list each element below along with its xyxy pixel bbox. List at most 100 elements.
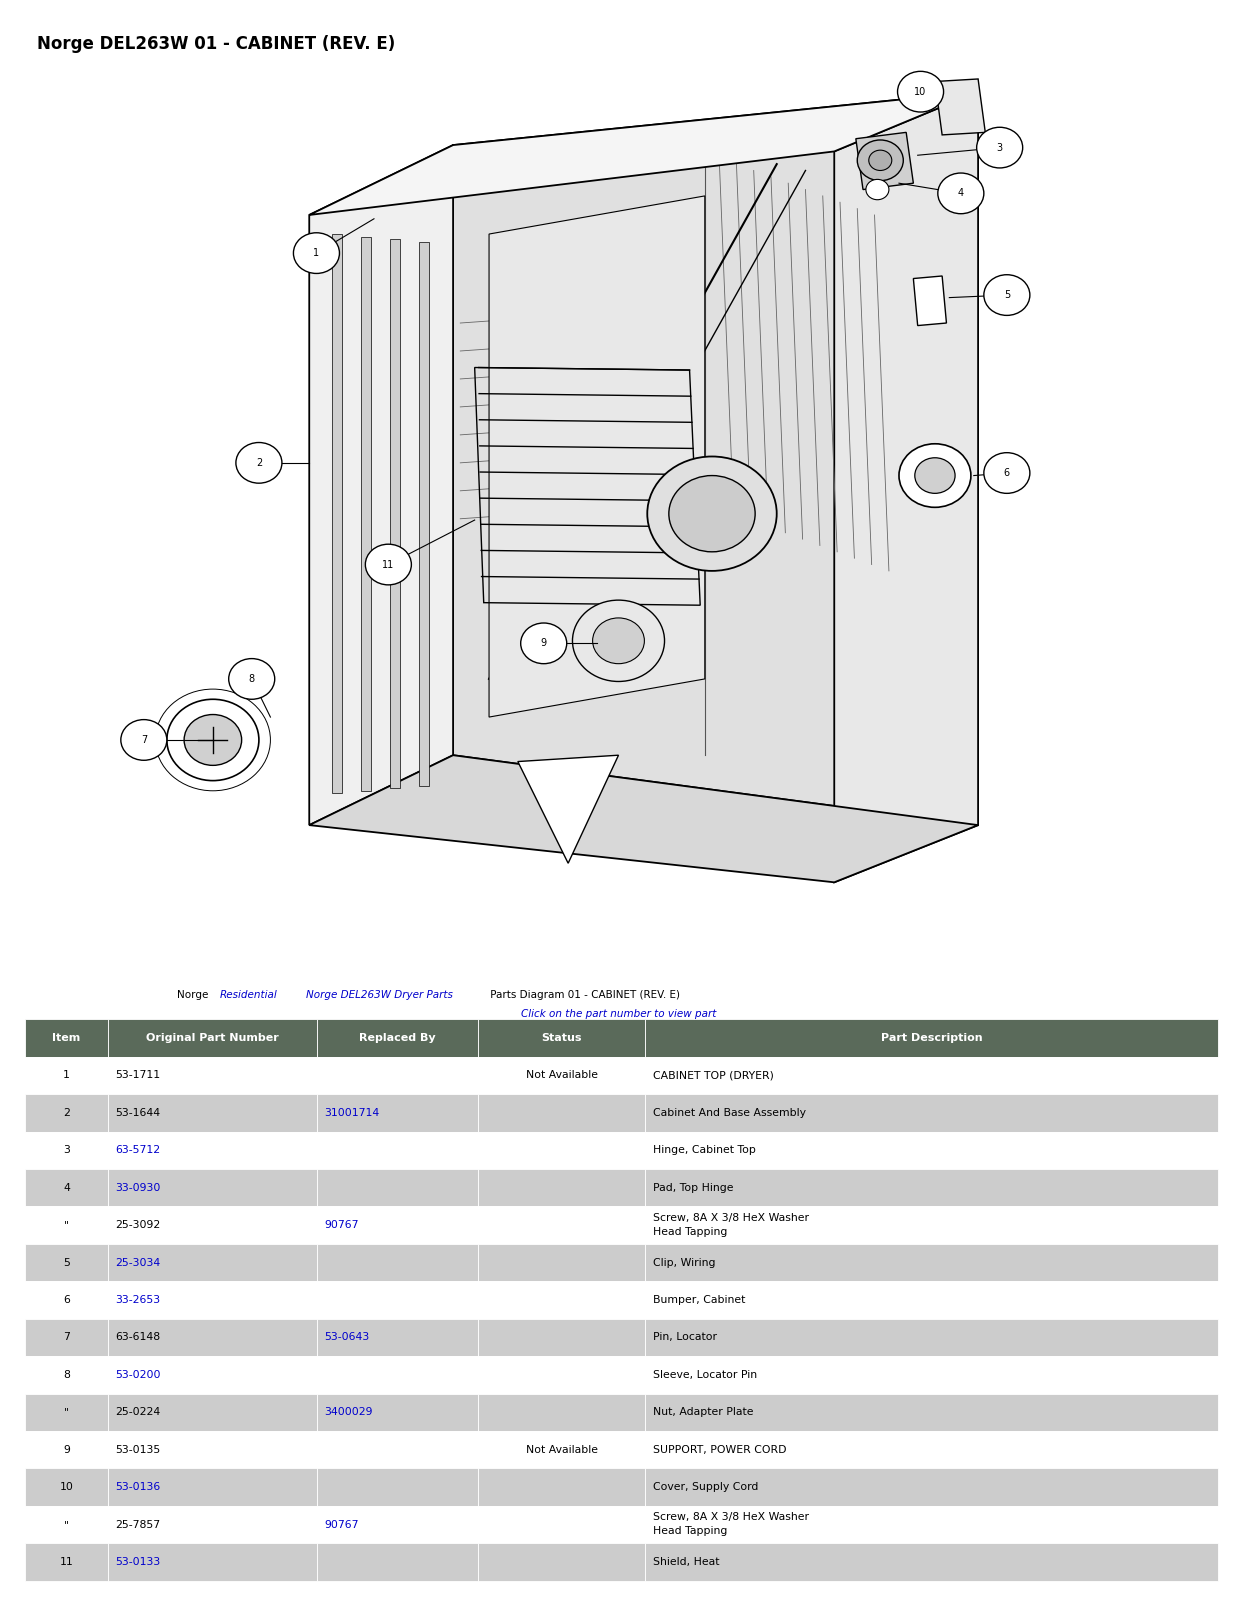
Text: Clip, Wiring: Clip, Wiring: [653, 1258, 715, 1267]
FancyBboxPatch shape: [317, 1019, 479, 1056]
Text: 6: 6: [1003, 469, 1009, 478]
Text: 53-0135: 53-0135: [115, 1445, 161, 1454]
Circle shape: [229, 659, 275, 699]
FancyBboxPatch shape: [317, 1544, 479, 1581]
FancyBboxPatch shape: [317, 1056, 479, 1094]
Circle shape: [593, 618, 644, 664]
Text: 3400029: 3400029: [324, 1408, 372, 1418]
Text: ": ": [64, 1221, 69, 1230]
Polygon shape: [489, 195, 705, 717]
Circle shape: [293, 232, 339, 274]
Circle shape: [236, 443, 282, 483]
Text: Screw, 8A X 3/8 HeX Washer: Screw, 8A X 3/8 HeX Washer: [653, 1512, 809, 1522]
FancyBboxPatch shape: [317, 1469, 479, 1506]
Circle shape: [866, 179, 889, 200]
FancyBboxPatch shape: [646, 1469, 1218, 1506]
FancyBboxPatch shape: [479, 1394, 646, 1430]
FancyBboxPatch shape: [25, 1318, 109, 1357]
FancyBboxPatch shape: [479, 1056, 646, 1094]
FancyBboxPatch shape: [479, 1357, 646, 1394]
FancyBboxPatch shape: [109, 1094, 317, 1131]
FancyBboxPatch shape: [25, 1357, 109, 1394]
FancyBboxPatch shape: [646, 1282, 1218, 1318]
Text: 33-2653: 33-2653: [115, 1294, 161, 1306]
Polygon shape: [309, 146, 453, 826]
FancyBboxPatch shape: [109, 1394, 317, 1430]
Text: 3: 3: [63, 1146, 71, 1155]
FancyBboxPatch shape: [646, 1019, 1218, 1056]
Text: 7: 7: [63, 1333, 71, 1342]
Text: Screw, 8A X 3/8 HeX Washer: Screw, 8A X 3/8 HeX Washer: [653, 1213, 809, 1222]
Text: 5: 5: [1003, 290, 1009, 301]
FancyBboxPatch shape: [25, 1243, 109, 1282]
FancyBboxPatch shape: [25, 1282, 109, 1318]
FancyBboxPatch shape: [109, 1430, 317, 1469]
FancyBboxPatch shape: [646, 1430, 1218, 1469]
Text: CABINET TOP (DRYER): CABINET TOP (DRYER): [653, 1070, 773, 1080]
Polygon shape: [361, 237, 371, 790]
FancyBboxPatch shape: [317, 1206, 479, 1243]
FancyBboxPatch shape: [25, 1469, 109, 1506]
FancyBboxPatch shape: [479, 1170, 646, 1206]
FancyBboxPatch shape: [109, 1056, 317, 1094]
Text: Shield, Heat: Shield, Heat: [653, 1557, 719, 1566]
Polygon shape: [333, 234, 343, 794]
FancyBboxPatch shape: [479, 1094, 646, 1131]
Polygon shape: [856, 133, 913, 189]
FancyBboxPatch shape: [646, 1206, 1218, 1243]
FancyBboxPatch shape: [317, 1357, 479, 1394]
FancyBboxPatch shape: [479, 1131, 646, 1170]
FancyBboxPatch shape: [25, 1506, 109, 1544]
Text: 25-3092: 25-3092: [115, 1221, 161, 1230]
Text: Sleeve, Locator Pin: Sleeve, Locator Pin: [653, 1370, 757, 1379]
Text: 25-7857: 25-7857: [115, 1520, 161, 1530]
FancyBboxPatch shape: [109, 1131, 317, 1170]
FancyBboxPatch shape: [646, 1506, 1218, 1544]
Circle shape: [521, 622, 567, 664]
Text: 10: 10: [59, 1482, 73, 1493]
FancyBboxPatch shape: [317, 1282, 479, 1318]
Text: the laundry company: the laundry company: [458, 790, 875, 827]
Text: Head Tapping: Head Tapping: [653, 1227, 727, 1237]
FancyBboxPatch shape: [25, 1170, 109, 1206]
FancyBboxPatch shape: [646, 1131, 1218, 1170]
FancyBboxPatch shape: [317, 1131, 479, 1170]
FancyBboxPatch shape: [479, 1506, 646, 1544]
Text: Head Tapping: Head Tapping: [653, 1526, 727, 1536]
FancyBboxPatch shape: [646, 1094, 1218, 1131]
Text: 31001714: 31001714: [324, 1107, 380, 1118]
Text: 33-0930: 33-0930: [115, 1182, 161, 1192]
Text: 11: 11: [382, 560, 395, 570]
Polygon shape: [418, 242, 429, 786]
FancyBboxPatch shape: [317, 1506, 479, 1544]
FancyBboxPatch shape: [317, 1094, 479, 1131]
Text: 9: 9: [541, 638, 547, 648]
Text: 53-0133: 53-0133: [115, 1557, 161, 1566]
Text: 1: 1: [313, 248, 319, 258]
Text: Cabinet And Base Assembly: Cabinet And Base Assembly: [653, 1107, 805, 1118]
Text: Replaced By: Replaced By: [360, 1034, 437, 1043]
Text: Click on the part number to view part: Click on the part number to view part: [521, 1010, 716, 1019]
Text: Bumper, Cabinet: Bumper, Cabinet: [653, 1294, 745, 1306]
Circle shape: [938, 173, 983, 214]
Circle shape: [898, 72, 944, 112]
FancyBboxPatch shape: [646, 1544, 1218, 1581]
Circle shape: [184, 715, 241, 765]
Circle shape: [365, 544, 412, 586]
FancyBboxPatch shape: [109, 1019, 317, 1056]
FancyBboxPatch shape: [479, 1206, 646, 1243]
Text: Nut, Adapter Plate: Nut, Adapter Plate: [653, 1408, 753, 1418]
Circle shape: [121, 720, 167, 760]
Text: 53-0200: 53-0200: [115, 1370, 161, 1379]
Text: 2: 2: [63, 1107, 71, 1118]
Circle shape: [647, 456, 777, 571]
FancyBboxPatch shape: [317, 1394, 479, 1430]
Text: 10: 10: [914, 86, 927, 96]
Polygon shape: [390, 238, 400, 789]
Polygon shape: [453, 91, 978, 826]
Text: 53-1711: 53-1711: [115, 1070, 161, 1080]
Text: SUPPORT, POWER CORD: SUPPORT, POWER CORD: [653, 1445, 787, 1454]
FancyBboxPatch shape: [479, 1318, 646, 1357]
Text: Pin, Locator: Pin, Locator: [653, 1333, 716, 1342]
Text: 5: 5: [63, 1258, 71, 1267]
